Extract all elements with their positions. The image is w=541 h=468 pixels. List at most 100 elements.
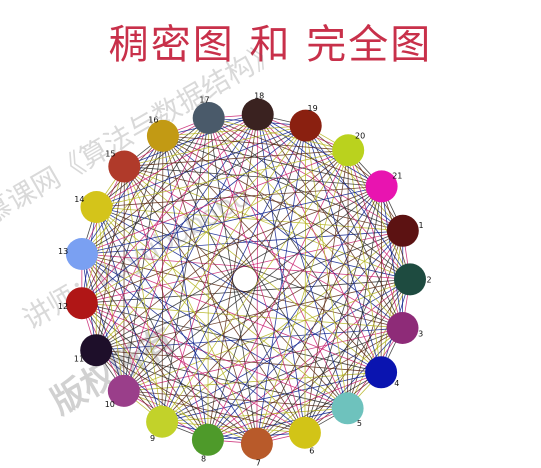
edge-12-18 [81, 114, 258, 304]
node-1 [386, 214, 419, 247]
edge-1-16 [162, 135, 403, 232]
edge-4-21 [380, 186, 383, 373]
edge-8-12 [81, 302, 209, 441]
edge-9-17 [161, 117, 210, 422]
edge-2-20 [347, 150, 411, 280]
edge-14-19 [96, 125, 306, 208]
node-label-11: 11 [74, 354, 84, 363]
edge-1-19 [305, 125, 404, 232]
edge-11-19 [95, 125, 306, 351]
edge-8-18 [207, 114, 259, 440]
edge-7-16 [162, 135, 258, 444]
node-3 [386, 312, 419, 344]
edge-4-7 [256, 371, 382, 444]
edge-14-18 [96, 114, 258, 208]
node-label-7: 7 [256, 459, 261, 468]
edge-12-15 [81, 166, 125, 304]
edge-2-15 [124, 166, 411, 280]
node-11 [80, 334, 113, 367]
node-8 [191, 423, 224, 456]
edge-7-10 [123, 390, 258, 444]
edge-17-20 [208, 117, 349, 151]
node-15 [108, 150, 141, 183]
edge-6-20 [304, 150, 349, 433]
node-label-3: 3 [418, 330, 423, 339]
edge-5-15 [124, 166, 348, 409]
edge-10-14 [96, 206, 125, 391]
node-label-4: 4 [394, 379, 399, 388]
edge-11-20 [95, 149, 349, 351]
edge-15-20 [124, 149, 349, 167]
node-label-10: 10 [105, 400, 115, 409]
edge-3-14 [96, 206, 403, 329]
node-9 [146, 405, 179, 438]
node-label-12: 12 [58, 302, 68, 311]
node-label-20: 20 [355, 131, 365, 140]
node-label-6: 6 [309, 446, 314, 455]
edge-7-17 [208, 117, 258, 444]
edge-5-18 [257, 114, 348, 409]
node-17 [192, 102, 225, 134]
edge-1-9 [161, 230, 404, 423]
edge-3-16 [162, 135, 403, 329]
edge-10-16 [123, 135, 164, 391]
node-4 [365, 356, 398, 389]
edge-1-12 [81, 230, 403, 304]
edge-5-13 [81, 253, 348, 409]
edge-6-17 [208, 117, 306, 433]
center-hole [233, 267, 257, 291]
edge-4-13 [81, 253, 382, 373]
edge-15-19 [124, 125, 306, 167]
edge-13-17 [81, 117, 209, 255]
edge-4-14 [96, 206, 382, 373]
page-title: 稠密图 和 完全图 [108, 22, 433, 68]
edge-4-15 [124, 166, 382, 373]
edge-2-12 [81, 279, 411, 304]
edge-5-8 [207, 407, 348, 441]
edge-9-18 [161, 114, 259, 422]
edge-5-16 [162, 135, 348, 409]
edge-2-13 [81, 253, 411, 280]
edge-11-15 [95, 166, 125, 351]
edge-9-20 [161, 150, 349, 422]
edge-4-10 [123, 371, 382, 392]
edge-15-21 [124, 166, 382, 187]
edge-4-19 [305, 125, 382, 373]
node-12 [65, 287, 98, 320]
node-16 [146, 119, 179, 152]
edge-8-16 [162, 135, 209, 440]
edge-10-19 [123, 125, 307, 392]
edge-2-10 [123, 279, 411, 392]
edge-14-20 [96, 149, 349, 208]
node-label-15: 15 [105, 150, 115, 159]
edge-5-14 [96, 206, 348, 409]
edge-6-18 [257, 114, 306, 433]
edge-9-12 [81, 302, 163, 422]
edge-17-21 [208, 117, 382, 187]
node-18 [241, 98, 274, 131]
edge-5-20 [347, 150, 349, 409]
edge-8-20 [207, 150, 349, 440]
edge-1-7 [256, 230, 404, 444]
edge-3-12 [81, 302, 403, 329]
edge-9-19 [161, 125, 307, 422]
edge-10-18 [123, 114, 259, 392]
node-label-16: 16 [148, 115, 158, 124]
edge-2-11 [96, 279, 411, 351]
node-20 [332, 134, 365, 167]
node-label-17: 17 [199, 96, 209, 105]
edge-7-15 [123, 166, 258, 444]
edge-3-13 [81, 253, 403, 329]
edge-2-5 [347, 279, 411, 409]
node-label-5: 5 [357, 419, 362, 428]
edge-3-20 [347, 150, 403, 329]
edge-10-20 [123, 150, 349, 392]
node-label-9: 9 [150, 434, 155, 443]
edge-4-20 [347, 150, 382, 373]
edge-7-13 [81, 253, 258, 444]
edge-2-6 [304, 279, 411, 433]
edge-8-17 [207, 117, 210, 440]
node-7 [240, 427, 273, 460]
edge-11-21 [96, 186, 382, 351]
